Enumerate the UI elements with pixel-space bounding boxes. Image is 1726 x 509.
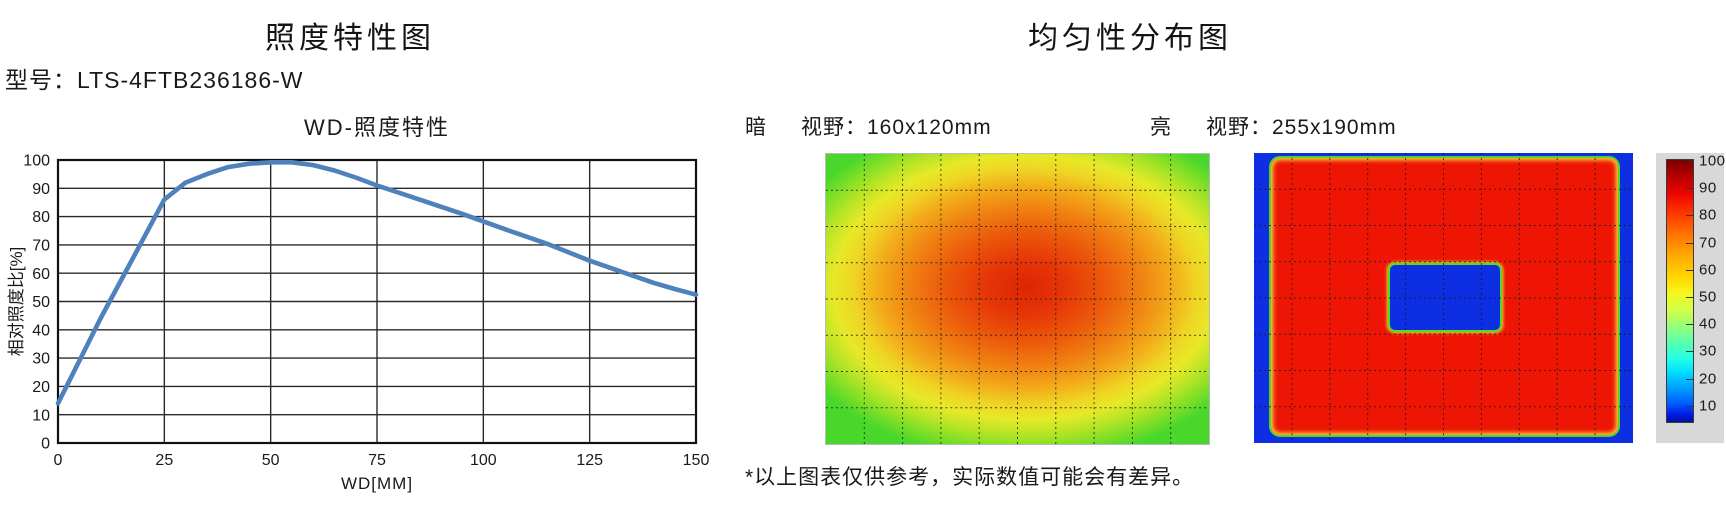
colorbar-tick-mark bbox=[1686, 161, 1694, 162]
svg-text:0: 0 bbox=[54, 452, 63, 469]
svg-text:100: 100 bbox=[470, 452, 497, 469]
colorbar-tick-label: 100 bbox=[1699, 152, 1726, 170]
svg-text:90: 90 bbox=[32, 181, 50, 198]
bright-field-grid-overlay bbox=[1254, 153, 1633, 443]
svg-text:40: 40 bbox=[32, 322, 50, 339]
reference-footnote: *以上图表仅供参考，实际数值可能会有差异。 bbox=[745, 466, 1195, 489]
colorbar-tick-mark bbox=[1686, 269, 1694, 271]
colorbar-tick-mark bbox=[1686, 242, 1694, 244]
bright-field-type-label: 亮 bbox=[1150, 116, 1172, 139]
svg-text:70: 70 bbox=[32, 238, 50, 255]
svg-text:20: 20 bbox=[32, 379, 50, 396]
colorbar-gradient bbox=[1666, 159, 1694, 423]
svg-text:100: 100 bbox=[23, 153, 50, 170]
svg-text:150: 150 bbox=[683, 452, 710, 469]
colorbar: 100 90 80 70 60 50 40 30 20 10 bbox=[1656, 152, 1726, 443]
svg-text:50: 50 bbox=[262, 452, 280, 469]
colorbar-tick-mark bbox=[1686, 405, 1694, 407]
svg-text:25: 25 bbox=[155, 452, 173, 469]
bright-field-label: 亮 视野：255x190mm bbox=[1150, 111, 1397, 141]
svg-text:WD[MM]: WD[MM] bbox=[341, 474, 413, 493]
colorbar-tick-mark bbox=[1686, 188, 1694, 190]
colorbar-tick-label: 80 bbox=[1699, 206, 1717, 224]
svg-text:0: 0 bbox=[41, 436, 50, 453]
svg-text:50: 50 bbox=[32, 294, 50, 311]
right-section-title: 均匀性分布图 bbox=[1028, 22, 1232, 55]
dark-field-fov-label: 视野：160x120mm bbox=[801, 116, 992, 139]
colorbar-tick-label: 70 bbox=[1699, 234, 1717, 252]
colorbar-tick-label: 60 bbox=[1699, 261, 1717, 279]
colorbar-tick-label: 10 bbox=[1699, 397, 1717, 415]
colorbar-tick-label: 50 bbox=[1699, 288, 1717, 306]
bright-field-heatmap bbox=[1254, 153, 1633, 443]
bright-field-fov-label: 视野：255x190mm bbox=[1206, 116, 1397, 139]
colorbar-tick-label: 20 bbox=[1699, 370, 1717, 388]
line-chart-title: WD-照度特性 bbox=[304, 115, 450, 140]
colorbar-tick-label: 30 bbox=[1699, 342, 1717, 360]
dark-field-grid-overlay bbox=[826, 154, 1209, 444]
colorbar-tick-mark bbox=[1686, 324, 1694, 326]
svg-text:75: 75 bbox=[368, 452, 386, 469]
colorbar-tick-mark bbox=[1686, 215, 1694, 217]
dark-field-label: 暗 视野：160x120mm bbox=[745, 111, 992, 141]
svg-text:30: 30 bbox=[32, 351, 50, 368]
dark-field-heatmap bbox=[825, 153, 1210, 445]
colorbar-tick-label: 90 bbox=[1699, 179, 1717, 197]
dark-field-type-label: 暗 bbox=[745, 116, 767, 139]
wd-illuminance-line-chart: 0 10 20 30 40 50 60 70 80 90 100 0 25 50 75 100 125 150 WD… bbox=[7, 153, 710, 493]
left-section-title: 照度特性图 bbox=[265, 22, 435, 55]
colorbar-tick-mark bbox=[1686, 297, 1694, 298]
colorbar-tick-label: 40 bbox=[1699, 315, 1717, 333]
svg-text:125: 125 bbox=[576, 452, 603, 469]
svg-text:相对照度比[%]: 相对照度比[%] bbox=[7, 247, 26, 357]
colorbar-tick-mark bbox=[1686, 351, 1694, 353]
svg-text:10: 10 bbox=[32, 407, 50, 424]
svg-text:60: 60 bbox=[32, 266, 50, 283]
svg-text:80: 80 bbox=[32, 209, 50, 226]
colorbar-tick-mark bbox=[1686, 378, 1694, 380]
model-number: 型号：LTS-4FTB236186-W bbox=[5, 67, 304, 93]
